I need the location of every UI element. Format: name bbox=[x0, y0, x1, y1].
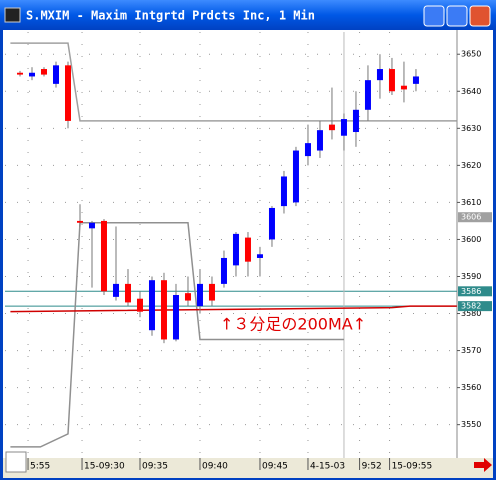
candle-body bbox=[172, 295, 179, 340]
candle-body bbox=[52, 65, 59, 84]
candle-body bbox=[316, 130, 323, 151]
candle-body bbox=[76, 220, 83, 223]
y-tick-label: 3600 bbox=[461, 235, 481, 244]
candle-body bbox=[400, 85, 407, 90]
candle-body bbox=[88, 222, 95, 229]
annotation: ↑３分足の200MA↑ bbox=[220, 315, 366, 334]
price-marker-box bbox=[458, 212, 492, 223]
candle-body bbox=[196, 283, 203, 307]
y-tick-label: 3570 bbox=[461, 346, 481, 355]
candle-body bbox=[232, 233, 239, 266]
x-tick-label: 4-15-03 bbox=[310, 462, 345, 472]
candle-body bbox=[148, 280, 155, 331]
candle-body bbox=[412, 76, 419, 84]
candle-body bbox=[268, 207, 275, 240]
y-tick-label: 3650 bbox=[461, 50, 481, 59]
title-bar bbox=[0, 0, 496, 30]
candle-body bbox=[364, 80, 371, 110]
candle-body bbox=[136, 298, 143, 312]
x-tick-label: 5:55 bbox=[30, 462, 50, 472]
x-tick-label: 15-09:55 bbox=[392, 462, 433, 472]
price-marker-label: 3582 bbox=[461, 302, 481, 311]
candle-body bbox=[100, 220, 107, 292]
y-tick-label: 3610 bbox=[461, 198, 481, 207]
x-tick-label: 09:40 bbox=[202, 462, 228, 472]
candle-body bbox=[40, 69, 47, 75]
y-tick-label: 3590 bbox=[461, 272, 481, 281]
candle-body bbox=[388, 69, 395, 92]
overlay-line bbox=[10, 305, 457, 313]
candle-body bbox=[340, 119, 347, 136]
window-title: S.MXIM - Maxim Intgrtd Prdcts Inc, 1 Min bbox=[26, 9, 315, 23]
x-tick-label: 9:52 bbox=[362, 462, 382, 472]
price-marker-label: 3586 bbox=[461, 287, 481, 296]
maximize-button[interactable] bbox=[446, 5, 468, 27]
candle-body bbox=[64, 65, 71, 121]
price-marker-box bbox=[458, 301, 492, 312]
candle-body bbox=[352, 109, 359, 133]
y-tick-label: 3640 bbox=[461, 87, 481, 96]
candle-body bbox=[28, 72, 35, 77]
candle-body bbox=[124, 283, 131, 303]
candle-body bbox=[16, 72, 23, 75]
y-tick-label: 3550 bbox=[461, 420, 481, 429]
candle-body bbox=[220, 257, 227, 284]
candle-body bbox=[112, 283, 119, 297]
overlay-line bbox=[10, 42, 457, 122]
x-axis-bar bbox=[3, 458, 493, 478]
plot: 3550 3560 3570 3580 3590 3600 3610 3620 3630 3640… bbox=[5, 32, 492, 472]
corner-box bbox=[5, 451, 27, 473]
app-icon bbox=[4, 7, 21, 23]
candle-body bbox=[280, 176, 287, 207]
x-tick-label: 09:35 bbox=[142, 462, 168, 472]
close-button[interactable] bbox=[469, 5, 491, 27]
candle-body bbox=[292, 150, 299, 203]
price-marker-box bbox=[458, 286, 492, 297]
scroll-arrow[interactable] bbox=[474, 458, 492, 472]
y-tick-label: 3630 bbox=[461, 124, 481, 133]
candle-body bbox=[160, 280, 167, 340]
candle-body bbox=[244, 237, 251, 262]
minimize-button[interactable] bbox=[423, 5, 445, 27]
x-tick-label: 09:45 bbox=[262, 462, 288, 472]
y-tick-label: 3580 bbox=[461, 309, 481, 318]
candle-body bbox=[208, 283, 215, 301]
candle-body bbox=[304, 143, 311, 157]
candle-body bbox=[376, 69, 383, 81]
y-tick-label: 3620 bbox=[461, 161, 481, 170]
candle-body bbox=[184, 293, 191, 301]
y-tick-label: 3560 bbox=[461, 383, 481, 392]
x-tick-label: 15-09:30 bbox=[84, 462, 125, 472]
candle-body bbox=[256, 254, 263, 258]
price-marker-label: 3606 bbox=[461, 213, 481, 222]
candle-body bbox=[328, 124, 335, 131]
